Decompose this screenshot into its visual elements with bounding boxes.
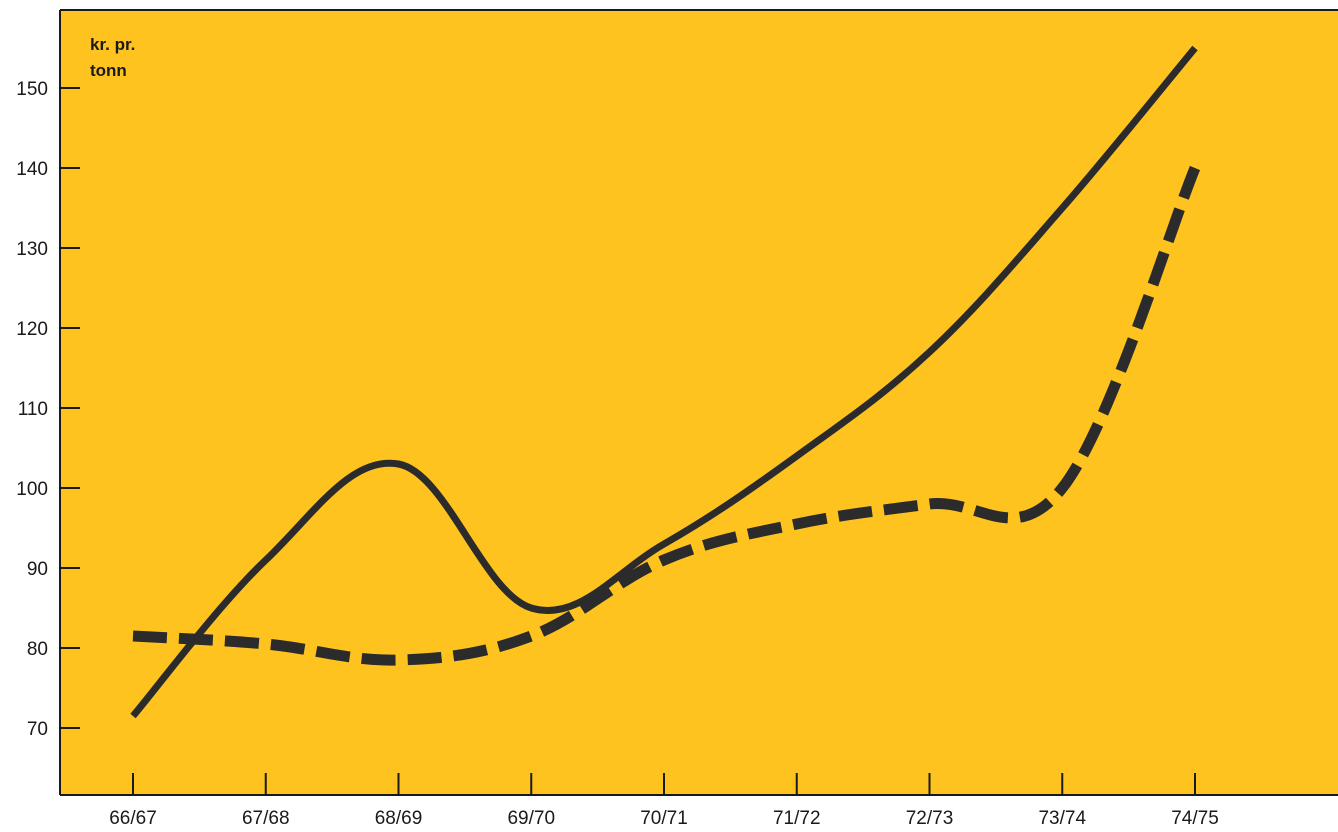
x-tick-label: 72/73 [906,808,954,829]
y-tick-label: 120 [16,319,48,340]
y-axis-ticks: 70 80 90 100 110 120 130 140 150 [16,79,80,740]
x-tick-label: 73/74 [1038,808,1086,829]
series-line-dashed [132,165,1201,666]
y-tick-label: 80 [27,639,48,660]
x-tick-label: 68/69 [375,808,423,829]
y-tick-label: 150 [16,79,48,100]
x-tick-label: 70/71 [640,808,688,829]
x-tick-label: 71/72 [773,808,821,829]
y-unit-label-line-2: tonn [90,61,127,80]
x-axis-ticks: 66/67 67/68 68/69 69/70 70/71 71/72 72/73 73/74… [109,773,1219,829]
y-tick-label: 140 [16,159,48,180]
y-tick-label: 100 [16,479,48,500]
y-unit-label-line-1: kr. pr. [90,35,135,54]
x-tick-label: 69/70 [507,808,555,829]
y-tick-label: 130 [16,239,48,260]
y-tick-label: 70 [27,719,48,740]
plot-background [60,10,1338,795]
x-tick-label: 66/67 [109,808,157,829]
series-layer [130,45,1201,719]
x-tick-label: 74/75 [1171,808,1219,829]
y-tick-label: 90 [27,559,48,580]
x-tick-label: 67/68 [242,808,290,829]
y-tick-label: 110 [18,399,48,420]
